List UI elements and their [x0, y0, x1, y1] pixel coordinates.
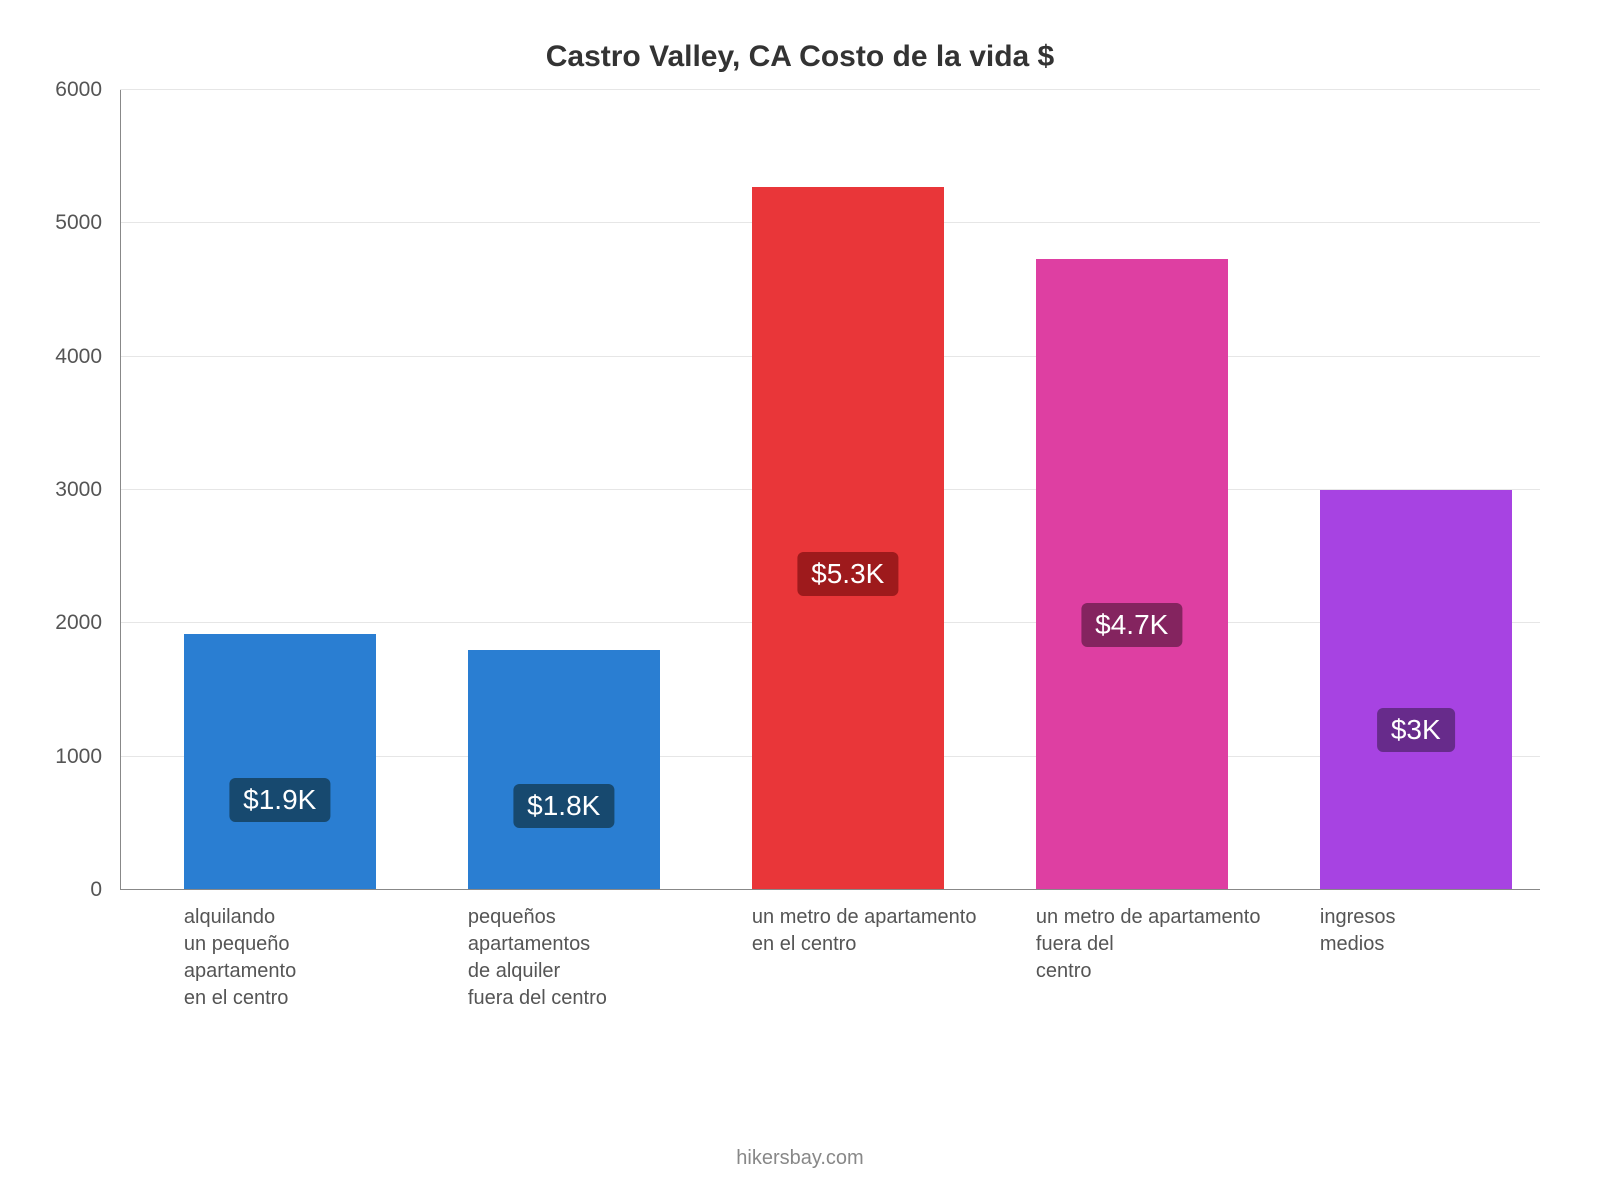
- bar-value-badge: $4.7K: [1081, 603, 1182, 647]
- x-axis-label: alquilando un pequeño apartamento en el …: [184, 904, 468, 1012]
- source-label: hikersbay.com: [0, 1147, 1600, 1170]
- x-axis-label: un metro de apartamento en el centro: [752, 904, 1036, 958]
- bar: $1.9K: [184, 634, 376, 890]
- bar: $4.7K: [1036, 259, 1228, 890]
- y-tick-label: 5000: [42, 211, 102, 235]
- x-axis-label: pequeños apartamentos de alquiler fuera …: [468, 904, 752, 1012]
- x-axis-line: [120, 889, 1540, 890]
- x-axis-label: un metro de apartamento fuera del centro: [1036, 904, 1320, 985]
- y-tick-label: 6000: [42, 78, 102, 102]
- chart-container: Castro Valley, CA Costo de la vida $ 010…: [0, 0, 1600, 1200]
- y-tick-label: 0: [42, 878, 102, 902]
- plot-area: 0100020003000400050006000 $1.9K$1.8K$5.3…: [120, 90, 1540, 890]
- bar: $3K: [1320, 490, 1512, 890]
- bar: $5.3K: [752, 187, 944, 890]
- y-tick-label: 1000: [42, 745, 102, 769]
- x-axis-label: ingresos medios: [1320, 904, 1600, 958]
- y-tick-label: 2000: [42, 611, 102, 635]
- bars-layer: $1.9K $1.8K $5.3K $4.7K $3K: [120, 90, 1540, 890]
- y-tick-label: 3000: [42, 478, 102, 502]
- bar-value-badge: $5.3K: [797, 552, 898, 596]
- bar: $1.8K: [468, 650, 660, 890]
- bar-value-badge: $1.8K: [513, 784, 614, 828]
- bar-value-badge: $1.9K: [229, 778, 330, 822]
- x-axis-labels: alquilando un pequeño apartamento en el …: [120, 904, 1540, 1064]
- y-axis: 0100020003000400050006000: [50, 90, 110, 890]
- chart-title: Castro Valley, CA Costo de la vida $: [50, 40, 1550, 74]
- bar-value-badge: $3K: [1377, 708, 1455, 752]
- y-tick-label: 4000: [42, 345, 102, 369]
